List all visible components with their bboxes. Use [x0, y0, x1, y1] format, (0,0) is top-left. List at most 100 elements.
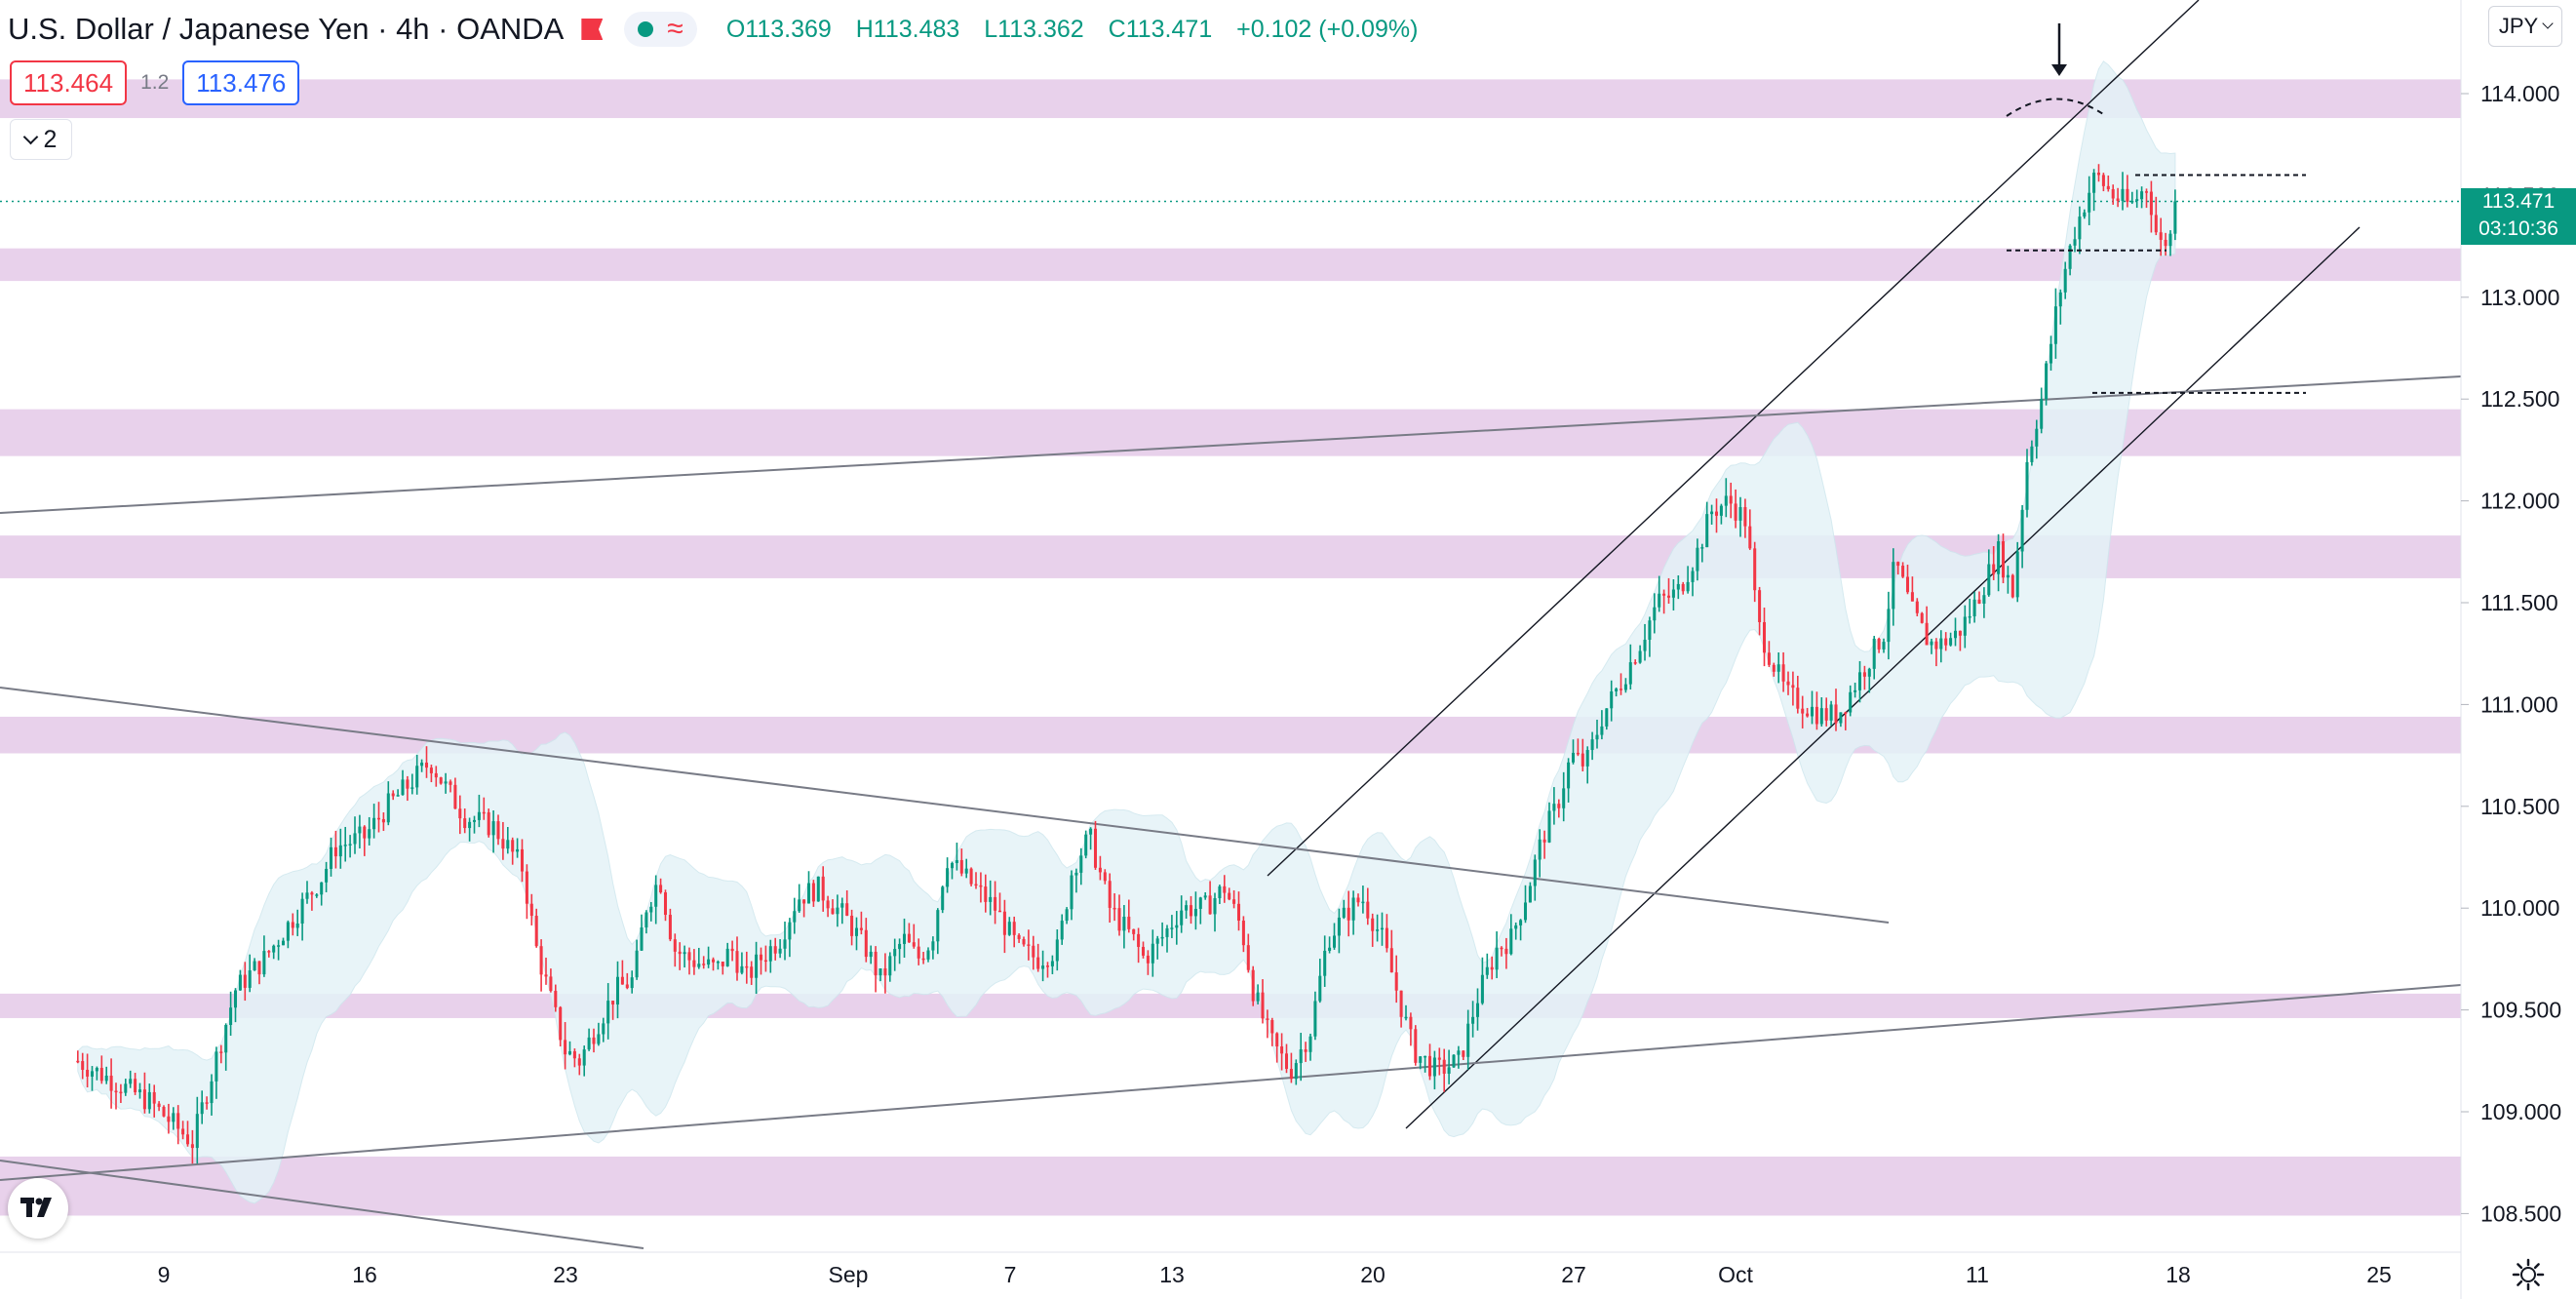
- candle-up: [1198, 897, 1202, 909]
- candle-down: [1366, 901, 1370, 919]
- candle-up: [1987, 564, 1991, 596]
- candle-up: [137, 1089, 142, 1093]
- candle-down: [802, 899, 806, 904]
- candle-down: [1027, 944, 1031, 946]
- red-flag-icon[interactable]: [581, 19, 604, 40]
- candle-up: [1997, 541, 2001, 574]
- candle-down: [687, 952, 691, 961]
- candle-down: [1385, 927, 1388, 949]
- falling-trendline-upper: [0, 687, 1890, 924]
- currency-selector[interactable]: JPY: [2488, 6, 2562, 47]
- candle-up: [1332, 935, 1337, 948]
- candle-up: [386, 793, 390, 823]
- time-tick-label: 11: [1966, 1262, 1989, 1287]
- candle-down: [1208, 895, 1212, 915]
- candle-up: [238, 974, 242, 991]
- candle-up: [1308, 1036, 1312, 1052]
- candle-down: [907, 933, 911, 943]
- candle-up: [1471, 1016, 1475, 1024]
- candle-down: [1289, 1069, 1293, 1080]
- candle-down: [912, 942, 916, 947]
- candle-up: [1041, 965, 1045, 969]
- candle-up: [1963, 616, 1967, 636]
- indicators-toggle-button[interactable]: 2: [10, 119, 72, 160]
- rising-support-line: [0, 984, 2462, 1181]
- candle-up: [1982, 595, 1986, 604]
- candle-up: [778, 948, 782, 954]
- candle-down: [1261, 992, 1265, 1019]
- candle-down: [1284, 1053, 1289, 1070]
- candle-down: [1786, 681, 1790, 686]
- candle-down: [1834, 704, 1838, 724]
- candle-up: [1686, 581, 1690, 592]
- candle-down: [1796, 688, 1800, 709]
- candle-down: [76, 1060, 80, 1063]
- candle-down: [1619, 689, 1623, 690]
- candle-up: [1509, 928, 1513, 955]
- gear-icon[interactable]: [2512, 1258, 2545, 1291]
- candle-down: [2101, 175, 2105, 186]
- candle-up: [468, 821, 472, 829]
- price-tick-label: 110.000: [2480, 895, 2559, 921]
- close-value: 113.471: [1125, 15, 1213, 43]
- dashed-arc: [2006, 98, 2107, 117]
- candle-down: [119, 1091, 123, 1094]
- candle-up: [1180, 910, 1184, 925]
- candle-up: [1968, 615, 1971, 618]
- candle-up: [1528, 886, 1532, 903]
- candle-down: [1666, 595, 1671, 598]
- candle-down: [219, 1051, 223, 1053]
- candle-up: [1122, 916, 1126, 931]
- candle-up: [491, 821, 495, 836]
- annotations: [2006, 23, 2306, 394]
- sell-button[interactable]: 113.464: [10, 60, 128, 105]
- candle-down: [1662, 593, 1666, 596]
- candle-down: [167, 1116, 171, 1122]
- tradingview-logo-icon[interactable]: [8, 1178, 68, 1239]
- candle-up: [2140, 191, 2144, 200]
- candle-up: [893, 949, 897, 957]
- candle-down: [1371, 918, 1375, 931]
- candle-up: [1404, 1016, 1408, 1019]
- candle-up: [1810, 706, 1815, 717]
- time-tick-label: 25: [2366, 1262, 2392, 1287]
- candle-down: [1141, 946, 1146, 956]
- candle-down: [501, 839, 505, 849]
- candle-up: [1567, 762, 1571, 789]
- candle-down: [620, 976, 624, 985]
- status-pill[interactable]: ≈: [624, 12, 697, 47]
- candle-down: [152, 1091, 156, 1104]
- candle-up: [1849, 691, 1853, 713]
- candle-up: [926, 950, 930, 960]
- candle-up: [755, 954, 759, 978]
- candle-up: [602, 1023, 605, 1035]
- candle-down: [1414, 1029, 1418, 1063]
- candle-down: [1236, 903, 1241, 922]
- buy-button[interactable]: 113.476: [182, 60, 300, 105]
- candle-up: [707, 959, 711, 965]
- candle-up: [898, 943, 902, 950]
- candle-up: [415, 766, 419, 788]
- candle-up: [587, 1037, 591, 1050]
- candle-up: [1676, 583, 1680, 590]
- candle-up: [1691, 571, 1695, 582]
- candle-down: [1270, 1019, 1274, 1034]
- candle-down: [2149, 191, 2153, 216]
- candlesticks: [76, 164, 2177, 1164]
- candle-up: [567, 1050, 572, 1055]
- candle-up: [2058, 292, 2062, 307]
- candle-up: [277, 945, 281, 947]
- candle-down: [845, 903, 849, 916]
- candle-down: [1241, 921, 1245, 946]
- trendlines: [0, 0, 2462, 1249]
- candle-up: [401, 779, 405, 796]
- falling-trendline-lower: [0, 1160, 644, 1249]
- candle-up: [697, 964, 701, 967]
- symbol-title[interactable]: U.S. Dollar / Japanese Yen · 4h · OANDA: [8, 12, 565, 46]
- spread-value: 1.2: [140, 71, 170, 94]
- candle-down: [745, 965, 749, 968]
- candle-down: [243, 974, 247, 988]
- candle-up: [215, 1051, 218, 1082]
- candle-down: [257, 961, 261, 975]
